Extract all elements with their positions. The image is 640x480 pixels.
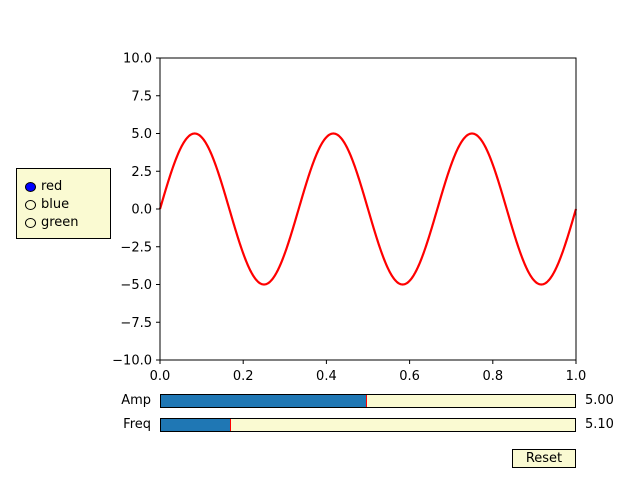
x-tick-label: 0.6	[399, 369, 420, 384]
y-tick-label: −10.0	[112, 354, 152, 369]
y-tick-label: −7.5	[120, 316, 152, 331]
x-tick-label: 1.0	[566, 369, 587, 384]
amp-slider-initial-marker	[365, 395, 367, 407]
amp-slider-label: Amp	[121, 393, 151, 408]
y-tick-label: 2.5	[131, 165, 152, 180]
freq-slider-fill	[161, 419, 231, 431]
x-tick-label: 0.0	[150, 369, 171, 384]
y-axis-ticks: 10.0 7.5 5.0 2.5 0.0 −2.5 −5.0 −7.5 −10.0	[112, 52, 160, 369]
radio-label-green: green	[41, 215, 79, 230]
radio-option-blue[interactable]: blue	[25, 196, 69, 214]
y-tick-label: −5.0	[120, 278, 152, 293]
radio-circle-red[interactable]	[25, 182, 36, 192]
radio-option-green[interactable]: green	[25, 214, 79, 232]
freq-slider[interactable]	[160, 418, 576, 432]
amp-slider-fill	[161, 395, 366, 407]
freq-slider-value: 5.10	[585, 417, 614, 432]
amp-slider-value: 5.00	[585, 393, 614, 408]
radio-circle-blue[interactable]	[25, 200, 36, 210]
amp-slider[interactable]	[160, 394, 576, 408]
x-tick-label: 0.4	[316, 369, 337, 384]
x-tick-label: 0.8	[482, 369, 503, 384]
y-tick-label: 0.0	[131, 203, 152, 218]
radio-label-red: red	[41, 179, 63, 194]
radio-label-blue: blue	[41, 197, 70, 212]
reset-button[interactable]: Reset	[512, 449, 576, 468]
x-axis-ticks: 0.0 0.2 0.4 0.6 0.8 1.0	[150, 360, 587, 384]
radio-option-red[interactable]: red	[25, 178, 62, 196]
x-tick-label: 0.2	[233, 369, 254, 384]
sine-series-line	[158, 132, 578, 286]
freq-slider-label: Freq	[123, 417, 151, 432]
y-tick-label: 7.5	[131, 89, 152, 104]
y-tick-label: −2.5	[120, 240, 152, 255]
color-radio-panel: red blue green	[16, 168, 111, 239]
y-tick-label: 10.0	[123, 52, 152, 67]
freq-slider-initial-marker	[230, 419, 232, 431]
y-tick-label: 5.0	[131, 127, 152, 142]
radio-circle-green[interactable]	[25, 218, 36, 228]
